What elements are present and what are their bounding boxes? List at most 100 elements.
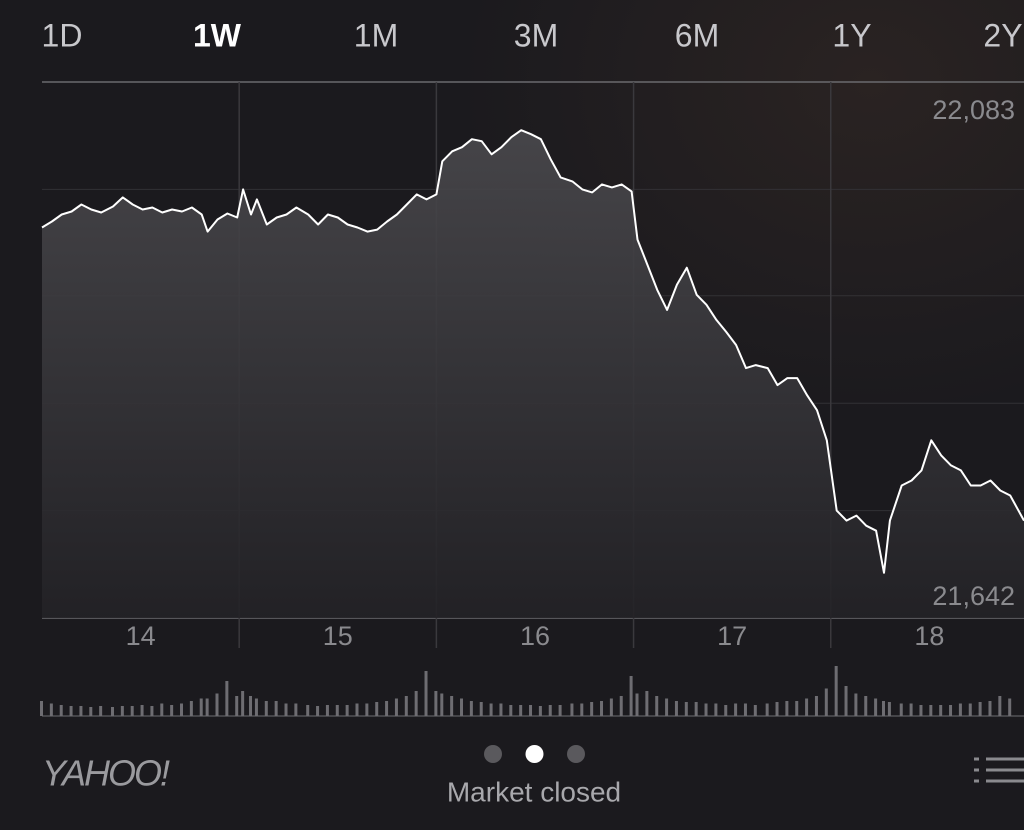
volume-bar bbox=[824, 688, 828, 716]
volume-bar bbox=[684, 702, 688, 716]
volume-bar bbox=[529, 705, 533, 716]
price-line bbox=[41, 129, 1024, 574]
volume-bar bbox=[215, 693, 219, 716]
volume-bar bbox=[241, 691, 245, 716]
volume-bar bbox=[306, 705, 310, 716]
volume-bar bbox=[978, 702, 982, 716]
volume-bar bbox=[130, 706, 134, 716]
volume-bar bbox=[834, 666, 838, 716]
volume-bar bbox=[600, 701, 604, 716]
volume-bar bbox=[110, 707, 114, 716]
page-dot[interactable] bbox=[567, 745, 585, 763]
range-tab[interactable]: 1W bbox=[193, 17, 242, 53]
volume-bar bbox=[874, 698, 878, 716]
volume-bar bbox=[1008, 698, 1012, 716]
volume-bar bbox=[844, 686, 848, 716]
volume-bar bbox=[814, 696, 818, 716]
volume-bar bbox=[205, 698, 209, 716]
volume-bar bbox=[434, 691, 438, 716]
volume-bar bbox=[89, 707, 93, 716]
volume-bar bbox=[199, 698, 203, 716]
range-tab[interactable]: 3M bbox=[514, 17, 558, 53]
volume-bar bbox=[99, 706, 103, 716]
market-status: Market closed bbox=[447, 776, 621, 807]
volume-bar bbox=[365, 703, 369, 716]
volume-bar bbox=[150, 706, 154, 716]
range-tab[interactable]: 2Y bbox=[983, 17, 1022, 53]
volume-bar bbox=[414, 691, 418, 716]
volume-bar bbox=[909, 703, 913, 716]
volume-bar bbox=[404, 696, 408, 716]
volume-bar bbox=[440, 693, 444, 716]
page-dot[interactable] bbox=[525, 745, 544, 763]
range-tab[interactable]: 1Y bbox=[832, 17, 871, 53]
x-tick-label: 17 bbox=[717, 621, 747, 651]
volume-bar bbox=[160, 703, 164, 716]
volume-bar bbox=[968, 703, 972, 716]
volume-bar bbox=[998, 696, 1002, 716]
x-tick-label: 14 bbox=[126, 621, 156, 651]
volume-bar bbox=[988, 701, 992, 716]
page-dot[interactable] bbox=[484, 745, 502, 763]
volume-bar bbox=[375, 702, 379, 716]
volume-bar bbox=[949, 705, 953, 716]
range-tab[interactable]: 6M bbox=[675, 17, 719, 53]
high-label: 22,083 bbox=[932, 95, 1015, 125]
volume-bar bbox=[284, 703, 288, 716]
volume-bar bbox=[645, 691, 649, 716]
volume-bar bbox=[40, 701, 43, 716]
volume-bar bbox=[499, 703, 503, 716]
volume-bar bbox=[69, 706, 73, 716]
volume-bar bbox=[355, 703, 359, 716]
volume-bar bbox=[59, 705, 63, 716]
volume-bar bbox=[538, 706, 542, 716]
volume-bar bbox=[674, 701, 678, 716]
volume-bar bbox=[881, 701, 885, 716]
x-tick-label: 15 bbox=[323, 621, 353, 651]
volume-bar bbox=[170, 705, 174, 716]
volume-bar bbox=[724, 705, 728, 716]
volume-bar bbox=[775, 702, 779, 716]
volume-bar bbox=[335, 705, 339, 716]
volume-bar bbox=[899, 703, 903, 716]
range-tab[interactable]: 1M bbox=[354, 17, 398, 53]
volume-bar bbox=[274, 701, 278, 716]
volume-bar bbox=[140, 705, 144, 716]
volume-bar bbox=[294, 703, 298, 716]
volume-bar bbox=[655, 696, 659, 716]
range-tab[interactable]: 1D bbox=[42, 17, 83, 53]
volume-bar bbox=[189, 701, 193, 716]
volume-bar bbox=[264, 701, 268, 716]
volume-bar bbox=[665, 698, 669, 716]
volume-bar bbox=[469, 701, 473, 716]
volume-bar bbox=[854, 693, 858, 716]
volume-bar bbox=[180, 703, 184, 716]
volume-bar bbox=[450, 696, 454, 716]
volume-bar bbox=[734, 703, 738, 716]
price-area bbox=[42, 130, 1024, 618]
volume-bar bbox=[619, 696, 623, 716]
list-icon[interactable] bbox=[974, 757, 1024, 783]
volume-bar bbox=[345, 705, 349, 716]
volume-bar bbox=[704, 703, 708, 716]
volume-bar bbox=[958, 703, 962, 716]
x-tick-label: 16 bbox=[520, 621, 550, 651]
volume-bar bbox=[785, 701, 789, 716]
volume-bar bbox=[753, 705, 757, 716]
volume-bar bbox=[489, 703, 493, 716]
volume-bar bbox=[235, 696, 239, 716]
volume-bar bbox=[254, 698, 258, 716]
volume-bar bbox=[765, 703, 769, 716]
volume-bar bbox=[424, 671, 428, 716]
volume-bar bbox=[939, 705, 943, 716]
brand-logo[interactable]: YAHOO! bbox=[42, 753, 172, 794]
x-tick-label: 18 bbox=[914, 621, 944, 651]
volume-bar bbox=[714, 703, 718, 716]
volume-bar bbox=[325, 705, 329, 716]
volume-bar bbox=[519, 705, 523, 716]
volume-bar bbox=[570, 703, 574, 716]
volume-bar bbox=[394, 698, 398, 716]
volume-bar bbox=[929, 705, 933, 716]
volume-bar bbox=[49, 703, 53, 716]
volume-bar bbox=[635, 693, 639, 716]
